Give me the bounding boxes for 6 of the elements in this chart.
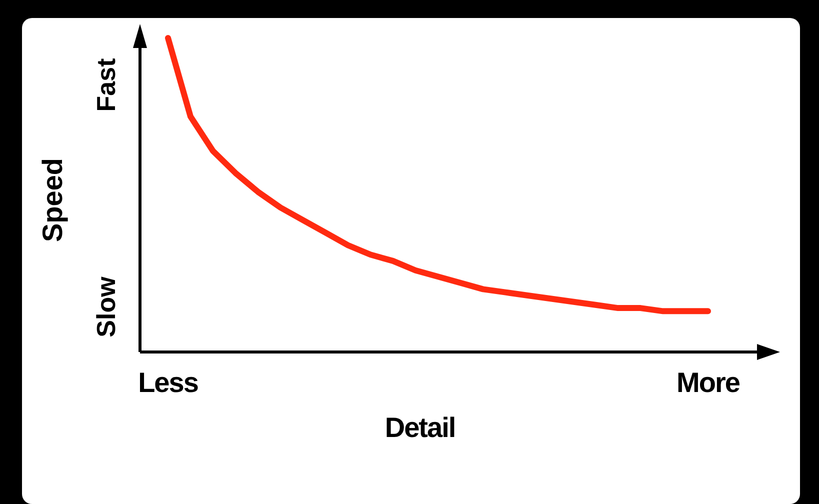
x-axis-title: Detail <box>384 412 456 443</box>
x-tick-label: Less <box>138 367 198 398</box>
x-tick-label: More <box>676 367 740 398</box>
text: Slow <box>91 276 121 338</box>
text: Fast <box>91 58 121 112</box>
y-axis-title: Speed <box>37 158 68 242</box>
